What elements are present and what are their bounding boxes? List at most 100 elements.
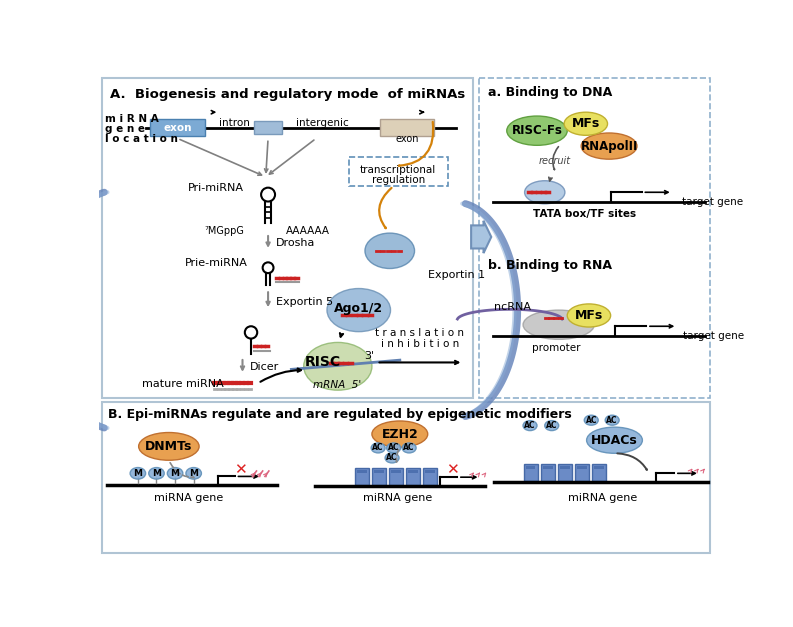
Text: Drosha: Drosha	[276, 238, 315, 248]
Text: exon: exon	[395, 134, 419, 144]
Text: AC: AC	[388, 443, 400, 453]
Text: exon: exon	[163, 123, 192, 132]
Bar	[372, 468, 386, 485]
Text: Pri-miRNA: Pri-miRNA	[188, 183, 244, 193]
Text: AC: AC	[404, 443, 415, 453]
Bar	[355, 468, 369, 485]
Bar	[102, 403, 710, 554]
Text: AC: AC	[585, 416, 597, 424]
Text: miRNA gene: miRNA gene	[363, 493, 432, 503]
Ellipse shape	[581, 133, 637, 159]
Bar	[380, 119, 434, 136]
Bar	[425, 470, 435, 473]
Text: ⁷MGppG: ⁷MGppG	[205, 226, 244, 236]
FancyArrowPatch shape	[553, 147, 558, 169]
Ellipse shape	[605, 415, 619, 425]
Bar	[543, 466, 553, 470]
Bar	[423, 468, 437, 485]
Bar	[541, 464, 555, 481]
Text: M: M	[190, 469, 198, 478]
Bar	[592, 464, 606, 481]
FancyArrowPatch shape	[379, 188, 392, 228]
Ellipse shape	[149, 468, 164, 479]
Ellipse shape	[167, 468, 183, 479]
Ellipse shape	[523, 421, 537, 431]
Text: TATA box/TF sites: TATA box/TF sites	[533, 209, 636, 219]
Text: DNMTs: DNMTs	[145, 440, 193, 453]
Bar	[577, 466, 587, 470]
Text: MFs: MFs	[572, 117, 600, 130]
FancyArrowPatch shape	[170, 463, 193, 478]
Text: EZH2: EZH2	[381, 428, 418, 441]
Text: Exportin 5: Exportin 5	[276, 297, 333, 307]
Text: RISC: RISC	[305, 355, 340, 369]
Text: HDACs: HDACs	[591, 434, 638, 446]
Bar	[526, 466, 535, 470]
Ellipse shape	[545, 421, 559, 431]
Text: RISC-Fs: RISC-Fs	[511, 124, 562, 137]
Text: miRNA gene: miRNA gene	[569, 493, 638, 503]
Bar	[254, 120, 282, 134]
Text: mature miRNA: mature miRNA	[142, 379, 224, 389]
Text: Prie-miRNA: Prie-miRNA	[185, 258, 247, 268]
Text: RNApolII: RNApolII	[580, 140, 638, 152]
Bar	[374, 470, 384, 473]
Text: M: M	[152, 469, 161, 478]
Text: b. Binding to RNA: b. Binding to RNA	[488, 258, 612, 271]
Ellipse shape	[371, 443, 385, 453]
Ellipse shape	[402, 443, 416, 453]
Bar	[150, 119, 205, 136]
Ellipse shape	[130, 468, 146, 479]
FancyArrowPatch shape	[617, 453, 647, 470]
Ellipse shape	[139, 433, 199, 460]
Text: AC: AC	[546, 421, 557, 430]
Text: M: M	[133, 469, 143, 478]
Text: Dicer: Dicer	[251, 362, 279, 372]
Bar	[389, 468, 403, 485]
Text: g e n e: g e n e	[105, 124, 145, 134]
Ellipse shape	[304, 342, 372, 390]
Bar	[524, 464, 538, 481]
Text: promoter: promoter	[531, 343, 580, 353]
Ellipse shape	[327, 288, 390, 332]
Text: target gene: target gene	[682, 197, 743, 207]
Text: regulation: regulation	[372, 174, 425, 184]
Bar	[102, 78, 473, 398]
Ellipse shape	[186, 468, 201, 479]
Bar	[560, 466, 569, 470]
Text: AC: AC	[524, 421, 536, 430]
Ellipse shape	[567, 304, 611, 327]
Bar	[349, 157, 448, 186]
Ellipse shape	[507, 116, 567, 145]
Bar	[479, 78, 710, 398]
Ellipse shape	[372, 421, 427, 447]
Bar	[408, 470, 418, 473]
Ellipse shape	[584, 415, 598, 425]
Ellipse shape	[385, 453, 399, 463]
Ellipse shape	[525, 181, 565, 204]
Text: transcriptional: transcriptional	[360, 164, 436, 174]
Ellipse shape	[587, 427, 642, 453]
Bar	[558, 464, 572, 481]
Bar	[594, 466, 603, 470]
Ellipse shape	[564, 112, 607, 135]
Text: ✕: ✕	[234, 462, 247, 477]
Text: ✕: ✕	[446, 462, 459, 477]
Text: a. Binding to DNA: a. Binding to DNA	[488, 86, 612, 99]
Text: recruit: recruit	[538, 157, 571, 167]
Ellipse shape	[523, 310, 594, 339]
Text: mRNA  5': mRNA 5'	[313, 380, 362, 390]
Text: Ago1/2: Ago1/2	[334, 302, 383, 315]
Text: t r a n s l a t i o n
i n h i b i t i o n: t r a n s l a t i o n i n h i b i t i o …	[375, 328, 465, 349]
FancyArrow shape	[471, 221, 492, 253]
Text: AC: AC	[373, 443, 384, 453]
Text: 3': 3'	[364, 350, 374, 361]
Text: target gene: target gene	[684, 331, 745, 341]
Text: AC: AC	[607, 416, 618, 424]
Text: ncRNA: ncRNA	[494, 302, 531, 312]
Text: Exportin 1: Exportin 1	[427, 270, 485, 280]
Text: intron: intron	[220, 118, 250, 128]
Text: A.  Biogenesis and regulatory mode  of miRNAs: A. Biogenesis and regulatory mode of miR…	[110, 88, 465, 100]
Text: miRNA gene: miRNA gene	[154, 493, 223, 503]
FancyArrowPatch shape	[399, 122, 433, 166]
